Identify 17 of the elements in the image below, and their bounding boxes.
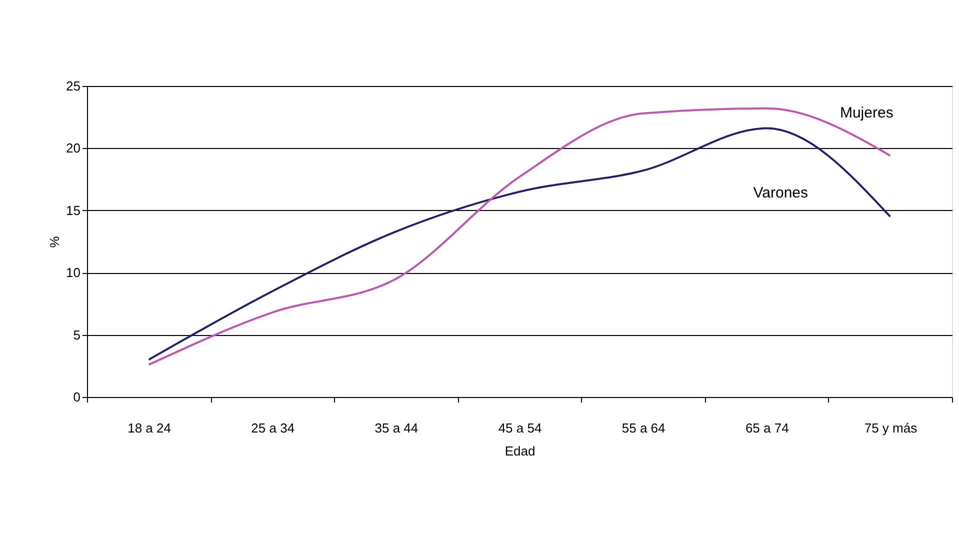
series-label: Mujeres bbox=[840, 104, 894, 122]
x-tick-label: 55 a 64 bbox=[622, 420, 666, 436]
x-tick-label: 45 a 54 bbox=[498, 420, 542, 436]
y-tick-label: 25 bbox=[66, 78, 80, 94]
x-tick-label: 65 a 74 bbox=[745, 420, 789, 436]
x-tick-label: 75 y más bbox=[864, 420, 918, 436]
x-tick-label: 35 a 44 bbox=[374, 420, 418, 436]
text: Varones bbox=[753, 184, 808, 202]
y-tick-label: 20 bbox=[66, 140, 80, 156]
y-axis-title: % bbox=[47, 236, 62, 248]
y-tick-label: 0 bbox=[73, 390, 80, 404]
x-tick-label: 25 a 34 bbox=[251, 420, 295, 436]
y-tick-label: 10 bbox=[66, 265, 80, 280]
y-tick-label: 5 bbox=[73, 327, 80, 342]
y-tick-label: 15 bbox=[66, 202, 80, 218]
x-axis-title: Edad bbox=[504, 444, 536, 458]
x-tick-label: 18 a 24 bbox=[128, 420, 171, 436]
